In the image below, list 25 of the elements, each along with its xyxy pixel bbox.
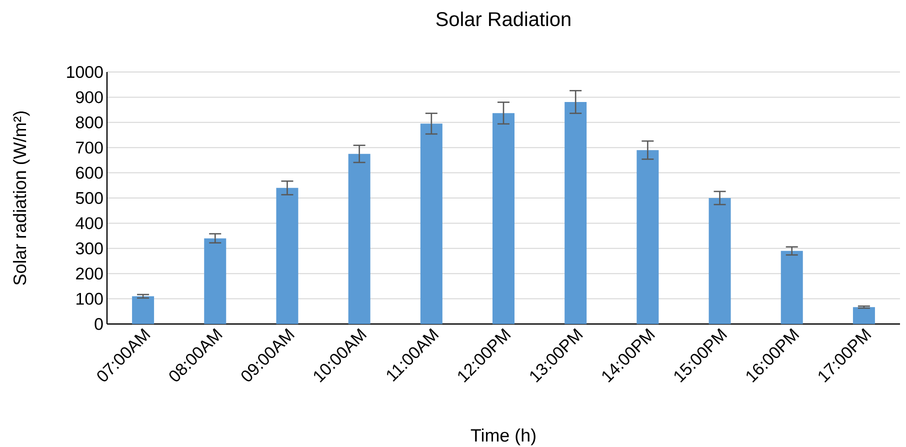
bar — [852, 307, 875, 324]
y-tick-label: 600 — [76, 166, 103, 179]
bar — [708, 198, 731, 324]
y-tick-label: 500 — [76, 192, 103, 204]
y-tick-label: 200 — [76, 268, 103, 280]
y-tick-label: 1000 — [67, 66, 103, 78]
bar — [348, 154, 370, 324]
y-tick-label: 300 — [76, 242, 103, 254]
y-tick-label: 700 — [76, 142, 103, 154]
bar — [636, 150, 659, 324]
y-tick-label: 400 — [76, 217, 103, 230]
bar — [564, 102, 587, 324]
chart-title: Solar Radiation — [436, 12, 570, 26]
bar — [204, 238, 226, 324]
bar — [420, 124, 442, 324]
y-tick-label: 0 — [94, 318, 103, 330]
x-axis-title: Time (h) — [470, 428, 536, 446]
y-axis-title: Solar radiation (W/m²) — [12, 111, 30, 285]
y-tick-label: 100 — [76, 292, 103, 305]
bar — [132, 296, 154, 324]
bar — [276, 188, 298, 324]
y-tick-label: 900 — [76, 91, 103, 104]
bar — [492, 113, 515, 324]
y-tick-label: 800 — [76, 116, 103, 128]
bar — [780, 250, 803, 324]
